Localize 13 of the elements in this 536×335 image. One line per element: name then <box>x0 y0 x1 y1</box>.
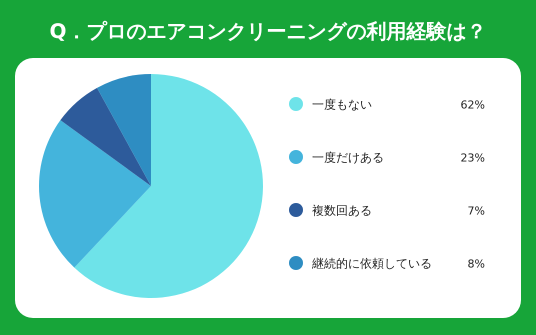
legend-label: 一度もない <box>312 98 372 112</box>
pie-slice <box>60 88 151 186</box>
data-label: 23% <box>460 152 485 164</box>
legend-label: 複数回ある <box>312 204 372 218</box>
pie-slice <box>74 74 263 298</box>
legend-label: 一度だけある <box>312 150 384 164</box>
data-label: 8% <box>468 258 485 270</box>
pie-slice <box>39 120 151 268</box>
chart-title: Q．プロのエアコンクリーニングの利用経験は？ <box>49 19 487 43</box>
data-label: 7% <box>468 204 485 218</box>
data-label: 62% <box>460 98 485 112</box>
pie-slice <box>97 74 151 186</box>
legend-label: 継続的に依頼している <box>311 256 432 270</box>
